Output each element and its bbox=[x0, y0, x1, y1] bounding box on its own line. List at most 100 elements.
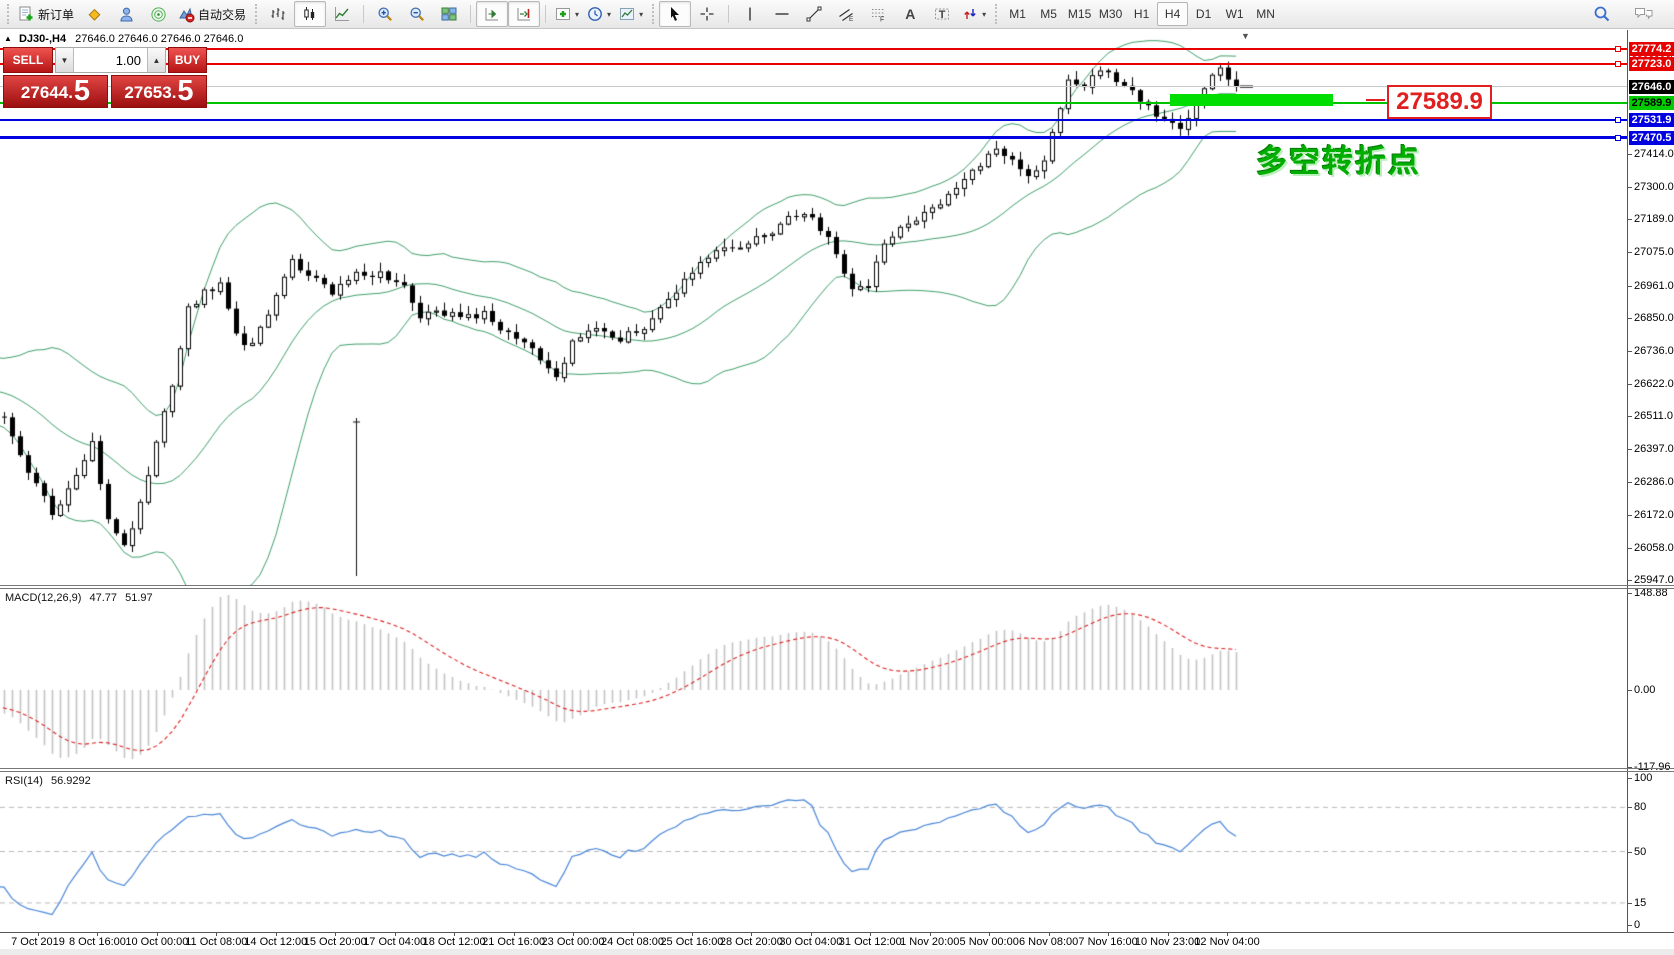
time-axis-label: 25 Oct 16:00 bbox=[660, 936, 724, 948]
market-watch-button[interactable] bbox=[78, 1, 110, 27]
timeframe-d1-button[interactable]: D1 bbox=[1195, 7, 1212, 21]
volume-increase-button[interactable]: ▲ bbox=[147, 48, 165, 72]
toolbar-grip bbox=[7, 4, 9, 24]
vertical-line-button[interactable] bbox=[734, 1, 766, 27]
person-icon bbox=[118, 6, 135, 23]
autotrade-button[interactable]: 自动交易 bbox=[174, 1, 250, 27]
indicators-button[interactable]: ▾ bbox=[551, 1, 583, 27]
zoom-in-button[interactable] bbox=[369, 1, 401, 27]
chart-title: ▲ DJ30-,H4 27646.0 27646.0 27646.0 27646… bbox=[4, 33, 243, 45]
timeframe-mn-button[interactable]: MN bbox=[1256, 7, 1275, 21]
volume-decrease-button[interactable]: ▼ bbox=[56, 48, 74, 72]
horizontal-line-27723.0[interactable] bbox=[0, 63, 1627, 66]
trendline-button[interactable] bbox=[798, 1, 830, 27]
svg-text:E: E bbox=[849, 16, 854, 22]
price-axis-tick: 26736.0 bbox=[1634, 344, 1674, 357]
new-order-button-label: 新订单 bbox=[38, 7, 75, 22]
collapse-triangle-icon[interactable]: ▲ bbox=[4, 34, 12, 43]
price-callout[interactable]: 27589.9 bbox=[1387, 85, 1492, 119]
line-anchor-handle[interactable] bbox=[1615, 46, 1621, 53]
line-chart-button[interactable] bbox=[326, 1, 358, 27]
sell-button[interactable]: SELL bbox=[3, 47, 53, 73]
rsi-axis-tick: 50 bbox=[1634, 845, 1647, 858]
channel-icon: E bbox=[838, 6, 854, 22]
zoom-out-button[interactable] bbox=[401, 1, 433, 27]
horizontal-line-button[interactable] bbox=[766, 1, 798, 27]
volume-input[interactable]: 1.00 bbox=[115, 52, 141, 68]
cursor-button[interactable] bbox=[659, 1, 692, 27]
text-icon: A bbox=[902, 6, 918, 22]
time-tick-mark bbox=[1167, 932, 1169, 936]
signals-button[interactable] bbox=[142, 1, 174, 27]
time-axis-line bbox=[0, 932, 1674, 933]
time-axis-label: 31 Oct 12:00 bbox=[838, 936, 902, 948]
rsi-label: RSI(14) 56.9292 bbox=[5, 775, 91, 787]
rsi-axis-tick: 15 bbox=[1634, 896, 1647, 909]
auto-scroll-button[interactable] bbox=[476, 1, 509, 27]
time-tick-mark bbox=[810, 932, 812, 936]
price-axis-tick: 26172.0 bbox=[1634, 508, 1674, 521]
price-level-label: 27531.9 bbox=[1629, 112, 1674, 127]
buy-price-box[interactable]: 27653. 5 bbox=[111, 75, 207, 108]
candlestick-chart-button[interactable] bbox=[294, 1, 327, 27]
profiles-button[interactable] bbox=[110, 1, 142, 27]
timeframe-h1-button[interactable]: H1 bbox=[1133, 7, 1150, 21]
time-axis-label: 14 Oct 12:00 bbox=[244, 936, 308, 948]
window-bottom-edge bbox=[0, 949, 1674, 955]
horizontal-line-27646.0[interactable] bbox=[0, 86, 1627, 88]
line-anchor-handle[interactable] bbox=[1615, 116, 1621, 123]
line-anchor-handle[interactable] bbox=[1615, 134, 1621, 141]
timeframe-m1-button[interactable]: M1 bbox=[1009, 7, 1026, 21]
templates-button[interactable]: ▾ bbox=[615, 1, 647, 27]
horizontal-line-27774.2[interactable] bbox=[0, 48, 1627, 51]
text-label-button[interactable]: T bbox=[926, 1, 958, 27]
horizontal-line-27470.5[interactable] bbox=[0, 136, 1627, 140]
new-order-button[interactable]: 新订单 bbox=[14, 1, 78, 27]
panel-separator[interactable] bbox=[0, 588, 1674, 589]
panel-separator[interactable] bbox=[0, 771, 1674, 772]
line-chart-icon bbox=[334, 6, 350, 22]
time-axis-label: 24 Oct 08:00 bbox=[601, 936, 664, 948]
autotrade-icon bbox=[178, 6, 195, 23]
buy-button[interactable]: BUY bbox=[168, 47, 207, 73]
fibonacci-button[interactable]: F bbox=[862, 1, 894, 27]
timeframe-h4-button[interactable]: H4 bbox=[1157, 2, 1189, 26]
periods-button[interactable]: ▾ bbox=[583, 1, 615, 27]
bar-chart-button[interactable] bbox=[262, 1, 294, 27]
turning-point-note[interactable]: 多空转折点 bbox=[1256, 144, 1421, 179]
price-tick-mark bbox=[1628, 219, 1632, 221]
search-button[interactable] bbox=[1586, 1, 1618, 27]
rsi-axis-tick: 100 bbox=[1634, 772, 1653, 784]
time-tick-mark bbox=[454, 932, 456, 936]
text-button[interactable]: A bbox=[894, 1, 926, 27]
timeframe-m30-button[interactable]: M30 bbox=[1098, 7, 1123, 21]
main-chart-canvas[interactable] bbox=[0, 30, 1627, 585]
macd-panel-canvas[interactable] bbox=[0, 589, 1627, 767]
horizontal-line-27531.9[interactable] bbox=[0, 118, 1627, 121]
chat-button[interactable] bbox=[1628, 1, 1660, 27]
time-tick-mark bbox=[870, 932, 872, 936]
timeframe-m5-button[interactable]: M5 bbox=[1040, 7, 1057, 21]
tile-windows-button[interactable] bbox=[433, 1, 465, 27]
line-anchor-handle[interactable] bbox=[1615, 61, 1621, 68]
crosshair-button[interactable] bbox=[691, 1, 723, 27]
chart-shift-button[interactable] bbox=[508, 1, 541, 27]
chevron-down-icon: ▾ bbox=[982, 9, 987, 19]
panel-separator[interactable] bbox=[0, 768, 1674, 769]
horizontal-line-27589.9[interactable] bbox=[0, 101, 1627, 104]
arrows-button[interactable]: ▾ bbox=[958, 1, 990, 27]
time-axis-label: 21 Oct 16:00 bbox=[482, 936, 546, 948]
panel-separator[interactable] bbox=[0, 585, 1674, 586]
sell-price-box[interactable]: 27644. 5 bbox=[3, 75, 108, 108]
sell-price: 27644. bbox=[20, 83, 73, 102]
timeframe-m15-button[interactable]: M15 bbox=[1067, 7, 1092, 21]
time-tick-mark bbox=[1108, 932, 1110, 936]
highlight-zone[interactable] bbox=[1170, 93, 1333, 106]
radar-icon bbox=[150, 6, 167, 23]
indicators-icon bbox=[555, 6, 571, 22]
timeframe-w1-button[interactable]: W1 bbox=[1225, 7, 1244, 21]
rsi-panel-canvas[interactable] bbox=[0, 772, 1627, 931]
price-tick-mark bbox=[1628, 384, 1632, 386]
channel-button[interactable]: E bbox=[830, 1, 862, 27]
time-tick-mark bbox=[97, 932, 99, 936]
